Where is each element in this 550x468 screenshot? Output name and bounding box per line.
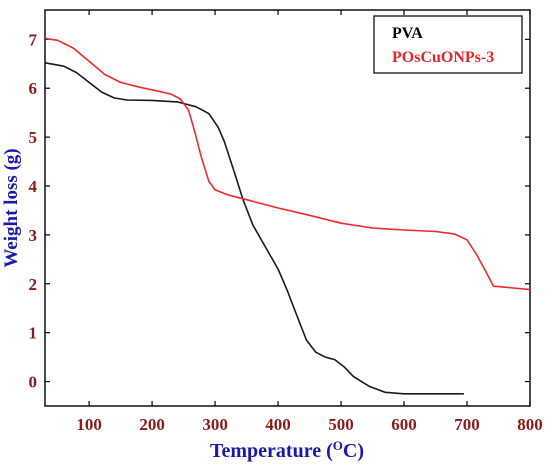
legend-label-pva: PVA (392, 25, 423, 42)
x-tick-label: 600 (391, 415, 417, 434)
y-tick-label: 7 (29, 30, 38, 49)
legend-box (373, 15, 523, 74)
x-tick-label: 200 (139, 415, 165, 434)
x-axis: 100 200 300 400 500 600 700 800 (76, 10, 543, 434)
y-axis-title: Weight loss (g) (1, 148, 22, 267)
x-axis-title-text: Temperature (210, 440, 321, 462)
y-tick-label: 6 (29, 79, 38, 98)
y-tick-label: 3 (29, 226, 38, 245)
series-layer (44, 37, 531, 395)
x-tick-label: 100 (76, 415, 102, 434)
y-tick-label: 2 (29, 275, 38, 294)
legend-label-poscuonps-3: POsCuONPs-3 (392, 49, 494, 66)
y-tick-label: 5 (29, 128, 38, 147)
x-tick-label: 400 (265, 415, 291, 434)
x-axis-title-superscript: O (333, 438, 343, 453)
series-line-pva (44, 62, 464, 395)
x-tick-label: 300 (202, 415, 228, 434)
x-tick-label: 800 (517, 415, 543, 434)
x-axis-title: Temperature (OC) (210, 438, 364, 462)
y-tick-label: 4 (29, 177, 38, 196)
series-line-poscuonps-3 (44, 37, 531, 291)
y-axis: 0 1 2 3 4 5 6 7 (29, 30, 530, 392)
x-axis-title-unit: C) (343, 440, 364, 462)
y-tick-label: 1 (29, 324, 38, 343)
plot-frame (44, 9, 531, 407)
y-tick-label: 0 (29, 373, 38, 392)
x-tick-label: 700 (454, 415, 480, 434)
x-tick-label: 500 (328, 415, 354, 434)
legend: PVA POsCuONPs-3 (373, 15, 523, 74)
